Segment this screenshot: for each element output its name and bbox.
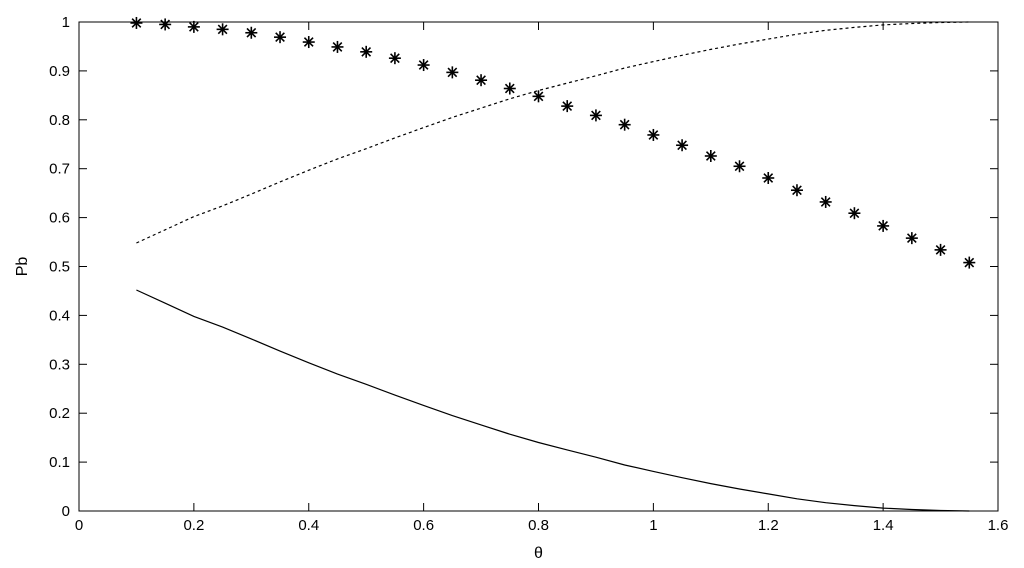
- star-marker: [589, 109, 602, 122]
- star-marker: [245, 26, 258, 39]
- y-tick-label: 0.8: [49, 112, 70, 129]
- y-tick-label: 0.2: [49, 405, 70, 422]
- star-marker: [819, 195, 832, 208]
- star-marker: [877, 219, 890, 232]
- star-marker: [130, 16, 143, 29]
- plot-area: [78, 21, 999, 512]
- star-marker: [360, 45, 373, 58]
- x-tick-label: 0: [75, 517, 83, 534]
- y-tick-label: 0.6: [49, 210, 70, 227]
- star-marker: [790, 184, 803, 197]
- star-marker: [302, 36, 315, 49]
- series-solid-line: [136, 289, 970, 512]
- star-marker: [216, 23, 229, 36]
- series-star-markers: [130, 16, 976, 269]
- star-marker: [274, 31, 287, 44]
- y-axis-label: Pb: [14, 257, 31, 277]
- x-tick-labels: 0 0.2 0.4 0.6 0.8 1 1.2 1.4 1.6: [75, 517, 1009, 534]
- x-tick-label: 1.2: [758, 517, 779, 534]
- star-marker: [676, 139, 689, 152]
- star-marker: [331, 40, 344, 53]
- y-tick-labels: 0 0.1 0.2 0.3 0.4 0.5 0.6 0.7 0.8 0.9 1: [49, 14, 70, 520]
- star-marker: [388, 52, 401, 65]
- star-marker: [733, 160, 746, 173]
- x-tick-label: 1.4: [873, 517, 894, 534]
- x-tick-label: 0.4: [298, 517, 319, 534]
- star-marker: [561, 100, 574, 113]
- x-tick-label: 0.2: [183, 517, 204, 534]
- star-marker: [905, 232, 918, 245]
- star-marker: [475, 74, 488, 87]
- y-tick-label: 0.4: [49, 307, 70, 324]
- star-marker: [159, 18, 172, 31]
- series-layer: [130, 16, 976, 512]
- ticks-layer: [78, 21, 999, 512]
- x-axis-label: θ: [534, 545, 543, 562]
- star-marker: [762, 171, 775, 184]
- y-tick-label: 1: [62, 14, 70, 31]
- x-tick-label: 0.8: [528, 517, 549, 534]
- star-marker: [963, 256, 976, 269]
- y-tick-label: 0.7: [49, 161, 70, 178]
- x-tick-label: 1.6: [988, 517, 1009, 534]
- series-dashed-line: [136, 21, 970, 244]
- star-marker: [618, 118, 631, 131]
- y-tick-label: 0: [62, 503, 70, 520]
- y-tick-label: 0.5: [49, 259, 70, 276]
- y-tick-label: 0.1: [49, 454, 70, 471]
- y-tick-label: 0.3: [49, 356, 70, 373]
- star-marker: [417, 59, 430, 72]
- star-marker: [934, 243, 947, 256]
- star-marker: [503, 82, 516, 95]
- star-marker: [532, 90, 545, 103]
- star-marker: [647, 128, 660, 141]
- y-tick-label: 0.9: [49, 63, 70, 80]
- x-tick-label: 1: [649, 517, 657, 534]
- x-tick-label: 0.6: [413, 517, 434, 534]
- star-marker: [446, 66, 459, 79]
- star-marker: [848, 207, 861, 220]
- star-marker: [704, 149, 717, 162]
